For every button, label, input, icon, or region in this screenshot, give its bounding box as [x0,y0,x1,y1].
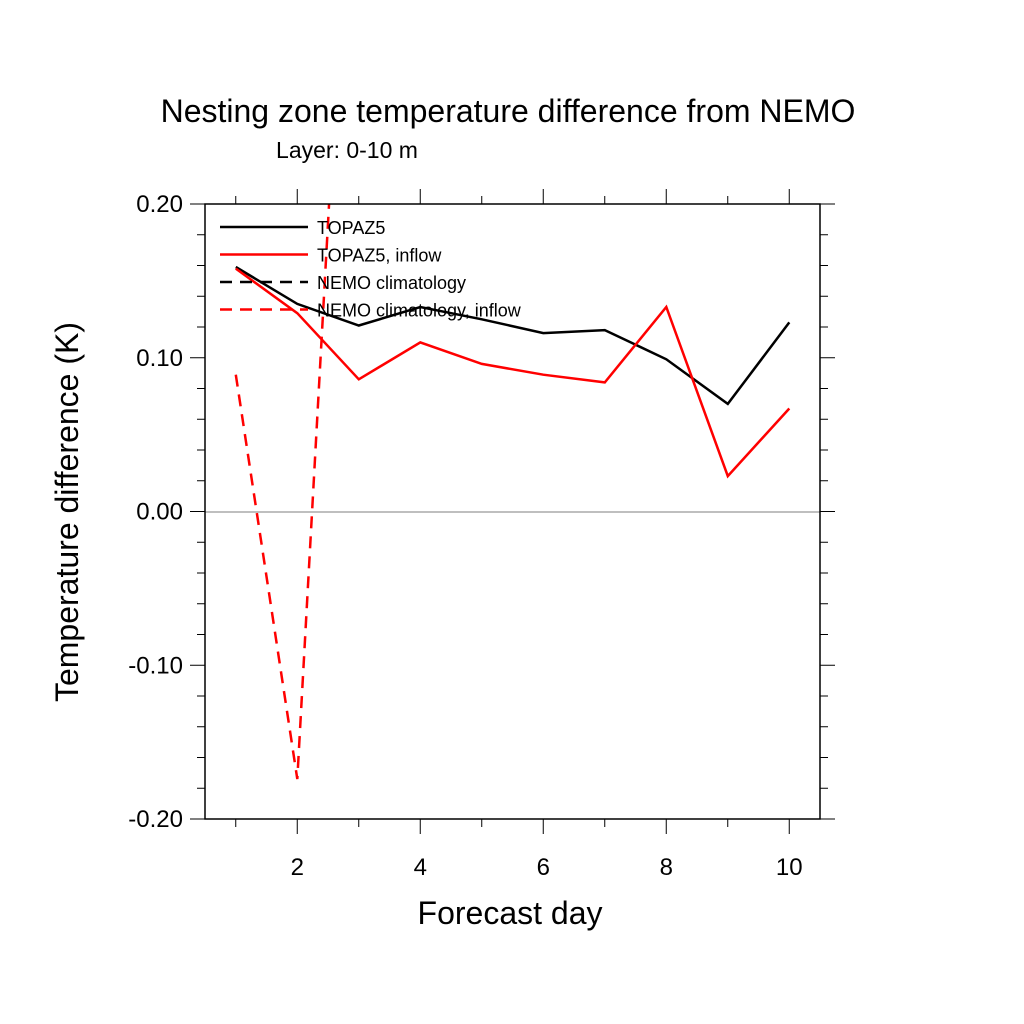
plot-frame [204,203,821,820]
series-line-3 [234,204,331,780]
x-tick-label: 2 [291,854,304,881]
y-tick-label: -0.10 [128,652,183,679]
y-tick-label: 0.00 [136,499,183,526]
legend-label-0: TOPAZ5 [317,218,385,238]
x-tick-label: 10 [776,854,803,881]
legend-label-3: NEMO climatology, inflow [317,301,522,321]
y-tick-label: 0.20 [136,191,183,218]
x-tick-label: 4 [414,854,427,881]
x-tick-label: 8 [660,854,673,881]
x-tick-label: 6 [537,854,550,881]
legend-label-2: NEMO climatology [317,273,466,293]
series-line-0 [235,265,791,406]
y-tick-label: 0.10 [136,345,183,372]
series-line-1 [235,267,791,479]
chart-subtitle: Layer: 0-10 m [276,137,418,163]
y-tick-label: -0.20 [128,806,183,833]
legend-label-1: TOPAZ5, inflow [317,246,442,266]
y-axis-label: Temperature difference (K) [49,322,85,702]
x-axis-label: Forecast day [418,895,603,931]
legend: TOPAZ5 TOPAZ5, inflow NEMO climatology NEMO… [220,218,522,321]
tick-labels: 2 4 6 8 10 -0.20 -0.10 0.00 0.10 0.20 [128,191,802,881]
series-layer [234,204,791,780]
chart-title: Nesting zone temperature difference from… [161,93,856,129]
axis-ticks [190,189,835,834]
